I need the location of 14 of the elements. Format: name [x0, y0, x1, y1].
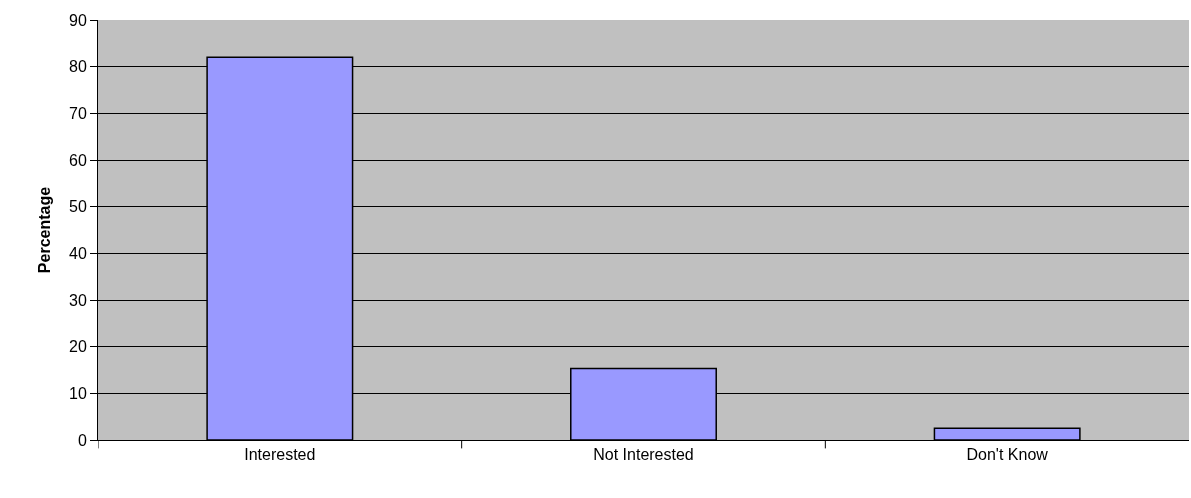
y-tick-label: 70 — [69, 104, 87, 122]
y-tick-label: 40 — [69, 244, 87, 262]
y-tick-label: 90 — [69, 11, 87, 29]
x-tick-label: Interested — [244, 446, 316, 464]
y-axis-title: Percentage — [35, 186, 53, 274]
x-tick-label: Not Interested — [593, 446, 694, 464]
y-tick-label: 10 — [69, 384, 87, 402]
y-tick-label: 80 — [69, 58, 87, 76]
y-tick-label: 20 — [69, 338, 87, 356]
x-tick-label: Don't Know — [966, 446, 1049, 464]
y-tick-label: 30 — [69, 291, 87, 309]
y-tick-label: 50 — [69, 198, 87, 216]
y-tick-label: 0 — [77, 431, 87, 449]
y-tick-label: 60 — [69, 151, 87, 169]
